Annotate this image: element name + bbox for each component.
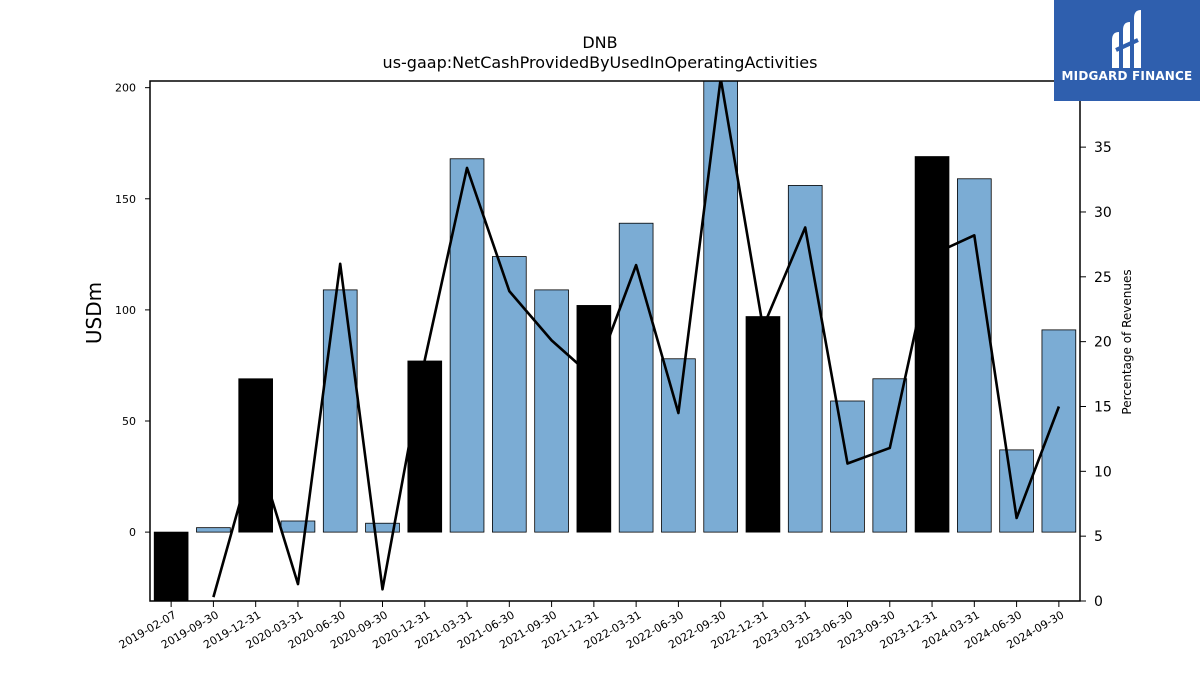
bar bbox=[238, 378, 273, 533]
bar bbox=[449, 158, 485, 533]
y2-tick-label: 5 bbox=[1094, 529, 1103, 545]
bar bbox=[407, 360, 443, 533]
bar bbox=[661, 358, 696, 533]
bar bbox=[745, 316, 781, 533]
bar bbox=[957, 178, 992, 533]
percentage-line bbox=[212, 81, 1061, 598]
y2-tick-label: 15 bbox=[1094, 399, 1112, 415]
y-tick-label: 100 bbox=[115, 304, 136, 317]
y-tick-label: 50 bbox=[122, 415, 136, 428]
y-tick-label: 150 bbox=[115, 193, 136, 206]
bar bbox=[703, 81, 738, 533]
bar bbox=[576, 305, 612, 533]
bar bbox=[787, 185, 823, 533]
bar bbox=[492, 256, 527, 533]
bar bbox=[914, 156, 950, 533]
chart-title: DNB bbox=[582, 33, 618, 52]
bar bbox=[365, 522, 400, 533]
y2-tick-label: 0 bbox=[1094, 594, 1103, 610]
bar-group bbox=[153, 81, 1077, 601]
y2-tick-label: 35 bbox=[1094, 140, 1112, 156]
y-axis-label: USDm bbox=[82, 282, 106, 344]
bar bbox=[280, 520, 316, 533]
bar bbox=[153, 531, 189, 601]
bar bbox=[872, 378, 908, 533]
y-tick-label: 0 bbox=[129, 526, 136, 539]
bar bbox=[830, 400, 865, 533]
y-tick-label: 200 bbox=[115, 82, 136, 95]
y2-tick-label: 10 bbox=[1094, 464, 1112, 480]
bar bbox=[1041, 329, 1077, 533]
bar bbox=[618, 222, 654, 533]
chart-subtitle: us-gaap:NetCashProvidedByUsedInOperating… bbox=[382, 53, 818, 72]
y2-tick-label: 25 bbox=[1094, 270, 1112, 286]
y2-axis-label: Percentage of Revenues bbox=[1120, 269, 1134, 414]
bar bbox=[196, 527, 231, 533]
bar bbox=[999, 449, 1034, 533]
bar bbox=[322, 289, 358, 533]
y2-tick-label: 20 bbox=[1094, 335, 1112, 351]
y2-tick-label: 30 bbox=[1094, 205, 1112, 221]
bar bbox=[534, 289, 569, 533]
logo-text: MIDGARD FINANCE bbox=[1061, 69, 1193, 83]
plot-frame bbox=[149, 80, 1081, 602]
logo-mark-icon bbox=[1112, 10, 1141, 68]
brand-logo: MIDGARD FINANCE bbox=[1054, 0, 1200, 101]
